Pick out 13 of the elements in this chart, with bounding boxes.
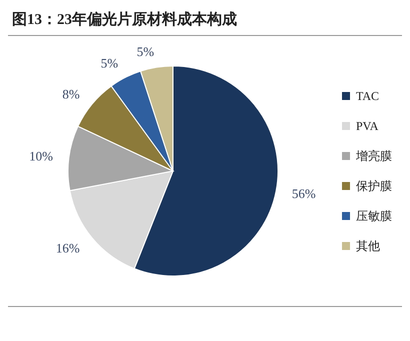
legend-label: 保护膜 <box>356 178 392 195</box>
data-label: 8% <box>62 86 80 102</box>
data-label: 16% <box>56 240 80 256</box>
data-label: 10% <box>29 148 54 164</box>
legend-label: 其他 <box>356 238 380 255</box>
legend-label: TAC <box>356 88 380 105</box>
legend-label: 压敏膜 <box>356 208 392 225</box>
legend-label: PVA <box>356 118 378 135</box>
chart-title: 图13：23年偏光片原材料成本构成 <box>8 8 402 36</box>
data-label: 5% <box>136 44 154 59</box>
data-label: 5% <box>100 56 118 71</box>
data-label: 56% <box>292 186 316 202</box>
legend-label: 增亮膜 <box>356 148 392 165</box>
